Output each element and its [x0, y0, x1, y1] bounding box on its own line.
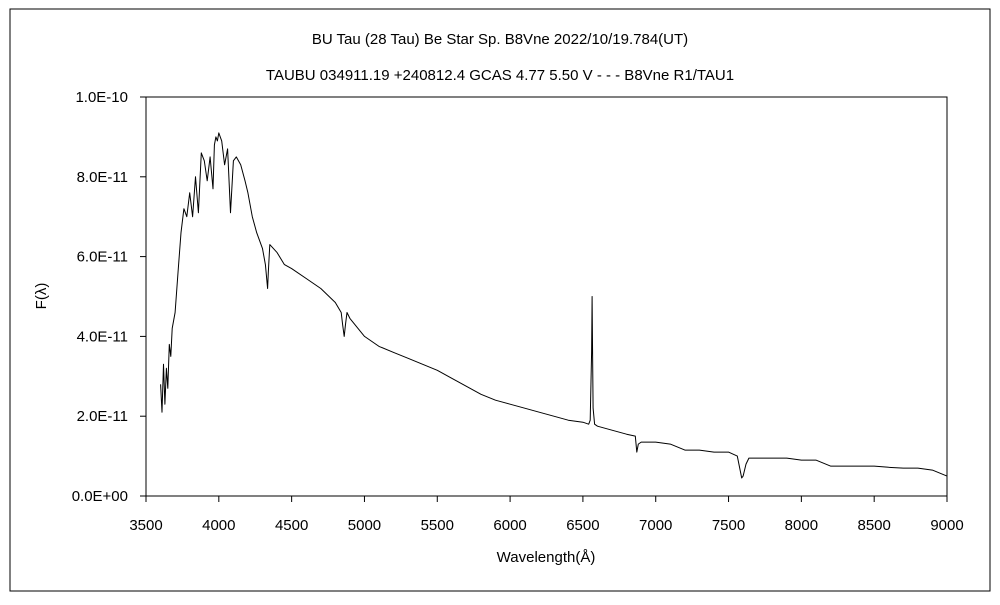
chart-title: BU Tau (28 Tau) Be Star Sp. B8Vne 2022/1… — [312, 31, 688, 48]
y-tick-label: 4.0E-11 — [77, 328, 128, 345]
x-tick-label: 6000 — [493, 517, 526, 534]
y-tick-label: 6.0E-11 — [77, 249, 128, 266]
series-layer — [160, 132, 948, 479]
x-tick-label: 9000 — [930, 517, 963, 534]
x-tick-label: 6500 — [566, 517, 599, 534]
y-tick-label: 2.0E-11 — [77, 408, 128, 425]
y-tick-label: 1.0E-10 — [75, 89, 128, 106]
plot-area — [145, 96, 948, 497]
x-tick-label: 4500 — [275, 517, 308, 534]
x-tick-label: 3500 — [129, 517, 162, 534]
x-tick-label: 4000 — [202, 517, 235, 534]
x-axis-label: Wavelength(Å) — [497, 549, 596, 566]
y-axis-label: F(λ) — [33, 283, 50, 310]
x-tick-label: 7500 — [712, 517, 745, 534]
spectrum-line — [160, 132, 948, 479]
y-tick-label: 0.0E+00 — [72, 488, 128, 505]
y-axis: 0.0E+00 2.0E-11 4.0E-11 6.0E-11 8.0E-11 1.0E-… — [72, 89, 146, 505]
x-tick-label: 5000 — [348, 517, 381, 534]
x-tick-label: 7000 — [639, 517, 672, 534]
x-tick-label: 8000 — [785, 517, 818, 534]
y-tick-label: 8.0E-11 — [77, 169, 128, 186]
x-tick-label: 5500 — [421, 517, 454, 534]
x-tick-label: 8500 — [857, 517, 890, 534]
chart-subtitle: TAUBU 034911.19 +240812.4 GCAS 4.77 5.50… — [266, 67, 734, 84]
x-axis: 3500 4000 4500 5000 5500 6000 6500 7000 7500 8000… — [129, 496, 964, 534]
